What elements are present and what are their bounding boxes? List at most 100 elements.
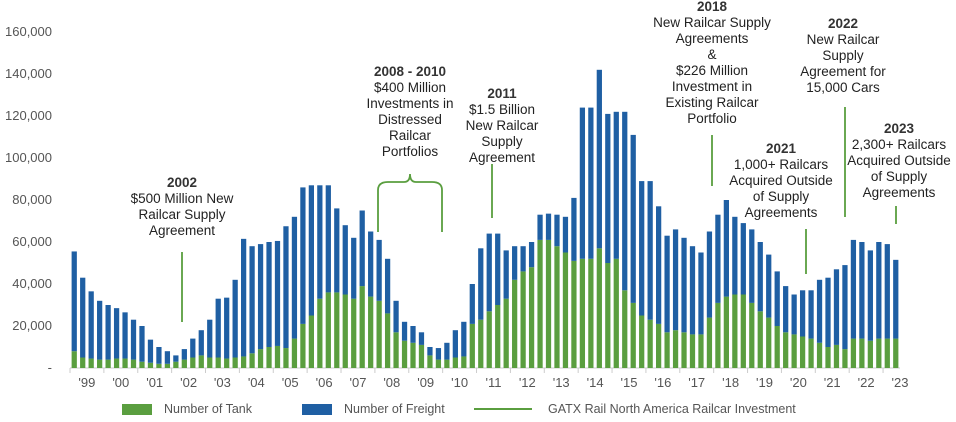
x-tick-label: '11 [486,375,502,390]
tank-bar [689,334,696,368]
tank-bar [495,305,501,368]
tank-bar [850,338,857,368]
freight-bar [393,300,399,333]
tank-bar [588,258,594,368]
tank-bar [266,347,272,368]
legend-item-investment: GATX Rail North America Railcar Investme… [474,402,796,416]
annotation-text: 1,000+ Railcars [734,157,828,172]
tank-bar [198,355,204,368]
x-tick-label: '07 [350,375,367,390]
freight-bar [545,213,552,240]
freight-bar [215,298,221,358]
freight-bar [334,208,340,293]
tank-bar [130,359,137,368]
freight-bar [461,321,467,357]
annotation-text: Railcar [389,128,432,143]
x-tick-label: '16 [654,375,671,390]
tank-bar [503,298,509,368]
annotation-text: $500 Million New [131,191,234,206]
tank-bar [469,323,475,368]
freight-bar [596,69,602,249]
x-tick-label: '13 [553,375,570,390]
tank-bar [452,357,458,368]
x-tick-label: '20 [790,375,807,390]
freight-bar [274,240,281,346]
tank-bar [190,357,196,368]
tank-bar [486,311,492,368]
tank-bar [147,362,154,368]
freight-bar [893,259,899,339]
freight-bar [833,269,840,345]
tank-bar [884,338,890,368]
tank-bar [562,252,569,368]
x-tick-label: '08 [383,375,400,390]
freight-bar [588,107,594,259]
tank-bar [749,302,755,368]
freight-bar [71,251,77,352]
tank-bar [435,359,442,368]
tank-bar [783,332,789,368]
tank-bar [88,358,94,368]
tank-bar [418,344,425,368]
freight-bar [706,231,713,318]
tank-bar [427,355,433,368]
freight-bar [698,252,704,335]
bar-chart: 160,000 140,000 120,000 100,000 80,000 60,000… [5,0,951,390]
annotation-title: 2018 [697,0,728,14]
tank-bar [799,336,806,368]
legend-label-freight: Number of Freight [344,402,445,416]
freight-bar [469,284,475,324]
freight-bar [359,210,365,287]
tank-bar [71,351,77,368]
freight-bar [825,277,831,347]
x-tick-label: '02 [180,375,197,390]
tank-bar [816,342,823,368]
freight-bar [88,291,94,359]
tank-bar [368,296,374,368]
annotation-text: 15,000 Cars [806,80,880,95]
freight-bar [435,348,442,360]
x-tick-label: '18 [722,375,739,390]
freight-bar [715,214,721,303]
annotation-text: Agreements [676,31,749,46]
freight-bar [766,254,772,318]
tank-bar [156,363,162,368]
investment-line-swatch [474,408,532,410]
freight-bar [342,225,348,295]
annotation-text: Acquired Outside [847,153,951,168]
freight-bar [300,187,306,324]
tank-bar [656,323,662,368]
freight-bar [571,197,577,261]
freight-bar [639,181,645,316]
y-tick-label: 140,000 [5,66,52,81]
freight-bar [97,300,103,360]
legend-item-freight: Number of Freight [302,402,445,416]
annotation-text: New Railcar [807,32,880,47]
freight-bar [452,330,458,358]
annotation-text: Investment in [672,79,752,94]
annotation-text: Agreements [863,185,936,200]
legend-label-tank: Number of Tank [164,402,253,416]
freight-bar [156,347,162,364]
freight-bar [808,290,814,339]
tank-bar [181,359,187,368]
x-tick-label: '99 [78,375,95,390]
freight-bar [308,185,314,316]
tank-bar [410,342,416,368]
annotation-text: Agreement for [800,64,886,79]
tank-bar [164,363,171,368]
annotation-text: of Supply [871,169,928,184]
tank-bar [444,359,450,368]
freight-bar [757,242,763,312]
tank-bar [893,338,899,368]
x-tick-label: '21 [824,375,841,390]
annotation-title: 2011 [487,86,517,101]
x-tick-label: '03 [214,375,231,390]
freight-bar [173,355,179,362]
tank-bar [325,292,331,368]
annotation-text: 2,300+ Railcars [852,137,946,152]
annotation-title: 2023 [884,121,915,136]
freight-bar [656,206,662,324]
tank-bar [715,302,721,368]
tank-bar [571,260,577,368]
